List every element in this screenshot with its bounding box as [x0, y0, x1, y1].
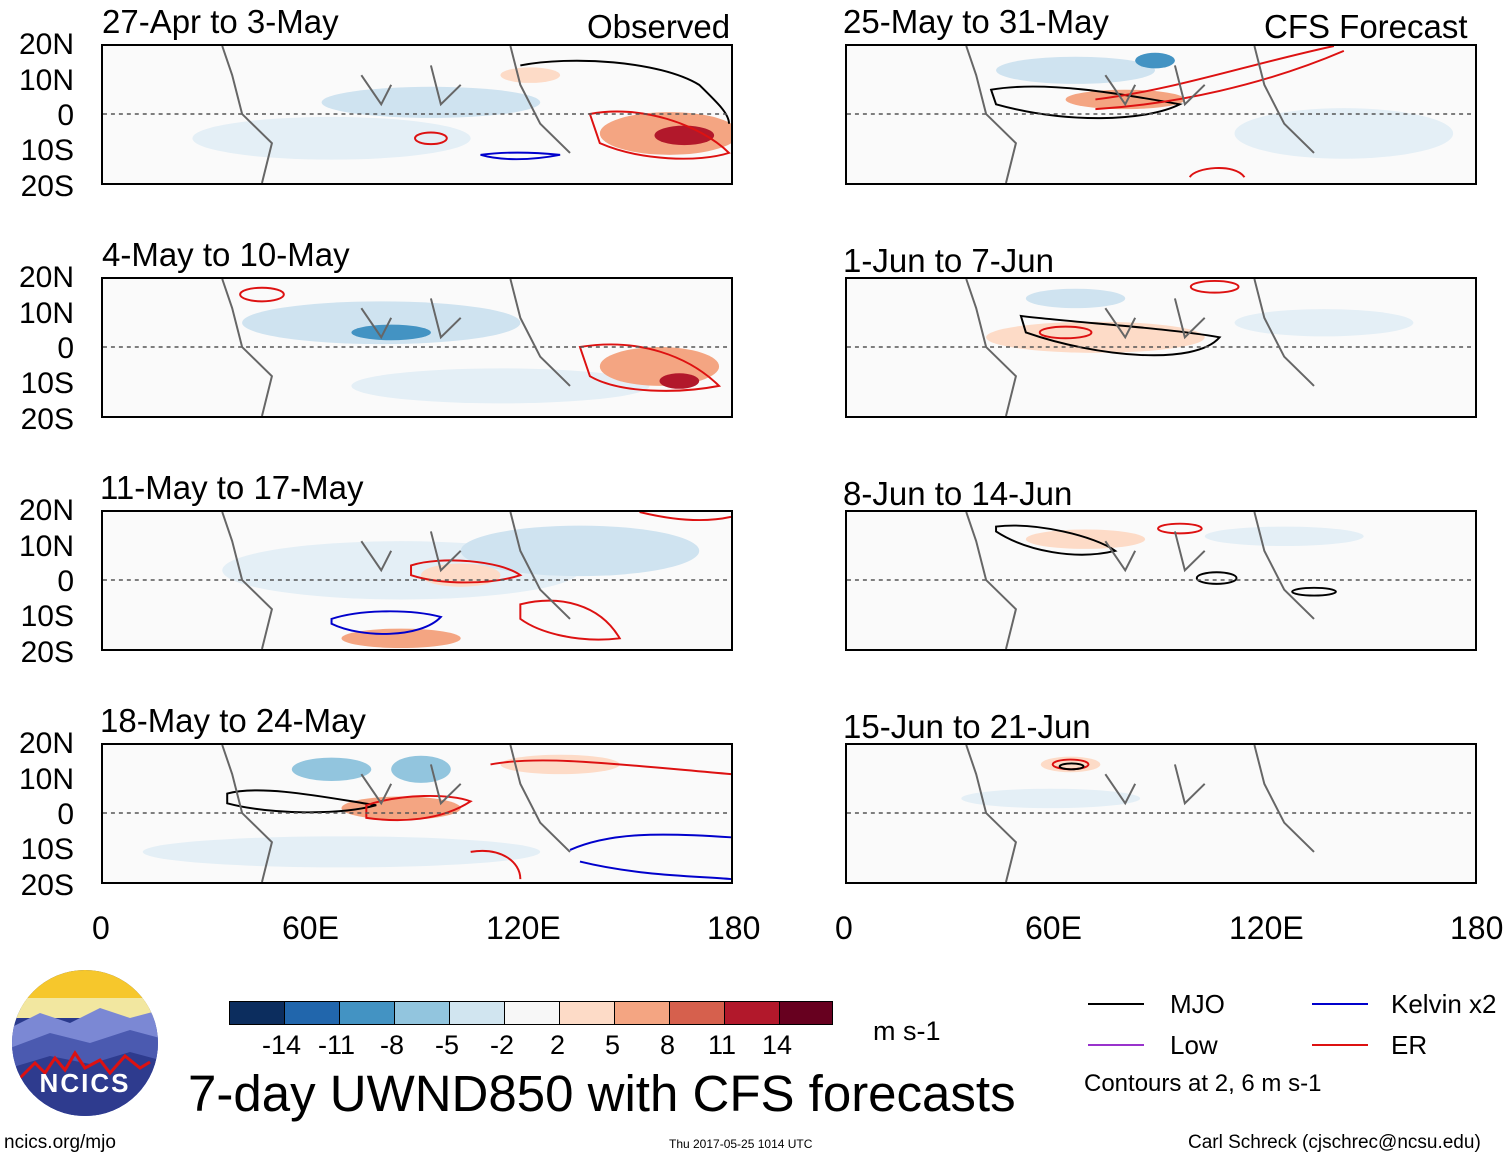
panel-title-obs-4: 18-May to 24-May [100, 702, 366, 739]
ncics-logo: NCICS [10, 968, 160, 1118]
colorbar-swatch [229, 1001, 285, 1025]
lon-label: 60E [1025, 910, 1082, 946]
colorbar-tick-label: -2 [490, 1030, 515, 1060]
contours-note: Contours at 2, 6 m s-1 [1084, 1070, 1322, 1097]
lat-label: 10N [18, 64, 74, 97]
logo-text: NCICS [39, 1068, 131, 1098]
lat-label: 0 [57, 332, 74, 365]
colorbar-swatch [394, 1001, 450, 1025]
panel-title-fc-3: 8-Jun to 14-Jun [843, 475, 1073, 512]
map-panel-fc-4 [845, 743, 1477, 884]
colorbar-swatch [779, 1001, 833, 1025]
observed-label: Observed [587, 8, 731, 45]
lat-label: 10N [18, 763, 74, 796]
lat-label: 20S [20, 170, 74, 203]
map-panel-fc-2 [845, 277, 1477, 418]
lat-label: 10N [18, 530, 74, 563]
map-panel-obs-1 [101, 44, 733, 185]
panel-title-obs-3: 11-May to 17-May [100, 469, 364, 506]
lat-label: 20N [18, 261, 74, 294]
legend-label-mjo: MJO [1170, 989, 1225, 1019]
lat-label: 10S [20, 134, 74, 167]
map-panel-fc-3 [845, 510, 1477, 651]
colorbar-tick-label: -8 [380, 1030, 405, 1060]
legend-label-low: Low [1170, 1030, 1218, 1060]
lat-label: 20N [18, 28, 74, 61]
lat-label: 20S [20, 636, 74, 669]
map-panel-obs-4 [101, 743, 733, 884]
colorbar-swatch [614, 1001, 670, 1025]
colorbar-tick-label: -5 [435, 1030, 460, 1060]
map-panel-obs-3 [101, 510, 733, 651]
footer-url[interactable]: ncics.org/mjo [4, 1132, 116, 1153]
panel-title-fc-4: 15-Jun to 21-Jun [843, 708, 1091, 745]
lon-label: 180 [707, 910, 761, 946]
lat-label: 0 [57, 565, 74, 598]
lat-label: 10N [18, 297, 74, 330]
map-panel-fc-1 [845, 44, 1477, 185]
footer-timestamp: Thu 2017-05-25 1014 UTC [669, 1137, 813, 1151]
colorbar-tick-label: 8 [660, 1030, 676, 1060]
colorbar-tick-label: -14 [262, 1030, 302, 1060]
lat-label: 10S [20, 367, 74, 400]
colorbar-tick-label: 11 [708, 1030, 737, 1060]
lat-label: 20S [20, 869, 74, 902]
colorbar-swatch [724, 1001, 780, 1025]
panel-title-obs-1: 27-Apr to 3-May [102, 3, 339, 40]
forecast-label: CFS Forecast [1264, 8, 1468, 45]
legend-line-mjo [1088, 1003, 1144, 1005]
panel-title-fc-1: 25-May to 31-May [843, 3, 1109, 40]
colorbar-units: m s-1 [873, 1016, 941, 1046]
legend-line-er [1312, 1044, 1368, 1046]
footer-credit: Carl Schreck (cjschrec@ncsu.edu) [1188, 1132, 1481, 1153]
lat-label: 0 [57, 798, 74, 831]
lon-label: 60E [282, 910, 339, 946]
colorbar-tick-label: 5 [605, 1030, 621, 1060]
lat-label: 0 [57, 99, 74, 132]
legend-line-kelvin [1312, 1003, 1368, 1005]
legend-label-er: ER [1391, 1030, 1428, 1060]
lon-label: 120E [1229, 910, 1304, 946]
lat-label: 10S [20, 833, 74, 866]
colorbar-tick-label: -11 [318, 1030, 356, 1060]
colorbar-swatch [284, 1001, 340, 1025]
colorbar-swatch [559, 1001, 615, 1025]
lon-label: 180 [1450, 910, 1504, 946]
colorbar-tick-label: 14 [762, 1030, 793, 1060]
lon-label: 0 [92, 910, 110, 946]
legend-line-low [1088, 1044, 1144, 1046]
lon-label: 120E [486, 910, 561, 946]
colorbar-tick-label: 2 [550, 1030, 566, 1060]
lat-label: 20S [20, 403, 74, 436]
panel-title-fc-2: 1-Jun to 7-Jun [843, 242, 1054, 279]
colorbar-swatch [669, 1001, 725, 1025]
main-title: 7-day UWND850 with CFS forecasts [188, 1065, 1016, 1122]
legend-label-kelvin: Kelvin x2 [1391, 989, 1497, 1019]
lat-label: 20N [18, 494, 74, 527]
lat-label: 10S [20, 600, 74, 633]
lat-label: 20N [18, 727, 74, 760]
colorbar-swatch [339, 1001, 395, 1025]
panel-title-obs-2: 4-May to 10-May [102, 236, 350, 273]
map-panel-obs-2 [101, 277, 733, 418]
lon-label: 0 [835, 910, 853, 946]
colorbar-swatch [449, 1001, 505, 1025]
colorbar-swatch [504, 1001, 560, 1025]
